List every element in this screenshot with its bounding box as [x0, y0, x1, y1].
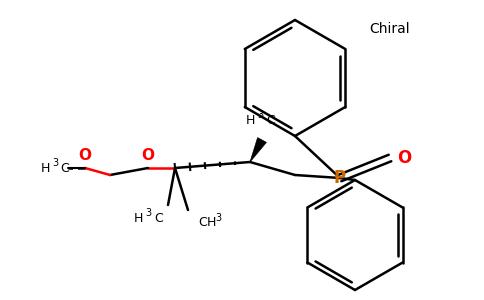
Text: 3: 3 [145, 208, 151, 218]
Text: O: O [397, 149, 411, 167]
Polygon shape [250, 138, 266, 162]
Text: C: C [266, 113, 275, 127]
Text: Chiral: Chiral [370, 22, 410, 36]
Text: O: O [141, 148, 154, 164]
Text: P: P [334, 169, 346, 187]
Text: 3: 3 [257, 110, 263, 120]
Text: 3: 3 [215, 213, 221, 223]
Text: C: C [154, 212, 163, 224]
Text: C: C [60, 161, 69, 175]
Text: 3: 3 [52, 158, 58, 168]
Text: O: O [78, 148, 91, 164]
Text: H: H [134, 212, 143, 224]
Text: C: C [198, 217, 207, 230]
Text: H: H [207, 217, 216, 230]
Text: H: H [245, 113, 255, 127]
Text: H: H [41, 161, 50, 175]
